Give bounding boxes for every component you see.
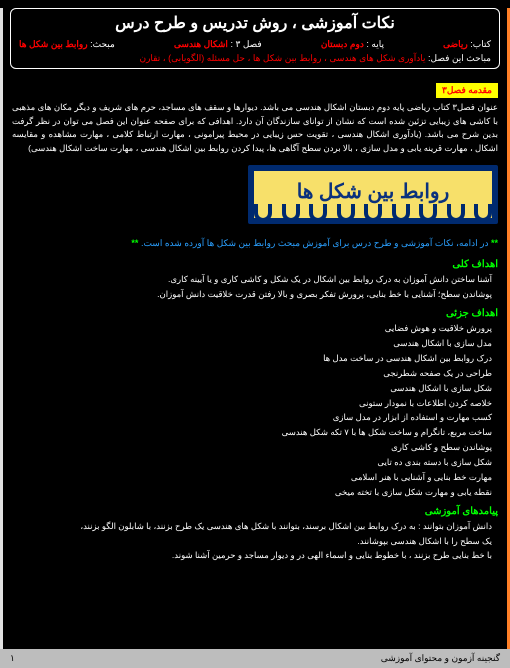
highlight-stars-close: **	[131, 238, 138, 248]
goals-detailed-list: پرورش خلاقیت و هوش فضایی مدل سازی با اشک…	[0, 321, 510, 500]
list-item: شکل سازی با اشکال هندسی	[18, 381, 492, 396]
footer-right: گنجینه آزمون و محتوای آموزشی	[381, 653, 500, 664]
highlight-line: ** در ادامه، نکات آموزشی و طرح درس برای …	[0, 234, 510, 253]
goals-general-list: آشنا ساختن دانش آموزان به درک روابط بین …	[0, 272, 510, 302]
list-item: دانش آموزان بتوانند : به درک روابط بین ا…	[18, 519, 492, 534]
footer-page-number: ۱	[10, 653, 15, 664]
banner-scallop	[254, 204, 492, 218]
grade-val: دوم دبستان	[321, 39, 364, 49]
topics-line-val: یادآوری شکل های هندسی ، روابط بین شکل ها…	[139, 53, 425, 63]
topic-label: مبحث:	[90, 39, 115, 49]
topics-line-label: مباحث این فصل:	[428, 53, 491, 63]
book-label: کتاب:	[470, 39, 491, 49]
list-item: خلاصه کردن اطلاعات با نمودار ستونی	[18, 396, 492, 411]
banner-wrap: روابط بین شکل ها	[248, 165, 498, 224]
chapter-val: اشکال هندسی	[174, 39, 228, 49]
goals-detailed-heading: اهداف جزئی	[0, 302, 510, 321]
intro-paragraph: عنوان فصل۳ کتاب ریاضی پایه دوم دبستان اش…	[0, 101, 510, 155]
list-item: با خط بنایی طرح بزنند ، با خطوط بنایی و …	[18, 548, 492, 563]
intro-label: مقدمه فصل۳	[436, 83, 498, 98]
list-item: کسب مهارت و استفاده از ابزار در مدل سازی	[18, 410, 492, 425]
meta-row-1: کتاب: ریاضی پایه : دوم دبستان فصل ۳ : اش…	[19, 39, 491, 50]
highlight-text: در ادامه، نکات آموزشی و طرح درس برای آمو…	[141, 238, 489, 248]
topic-val: روابط بین شکل ها	[19, 39, 88, 49]
highlight-stars-open: **	[491, 238, 498, 248]
list-item: درک روابط بین اشکال هندسی در ساخت مدل ها	[18, 351, 492, 366]
goals-general-heading: اهداف کلی	[0, 253, 510, 272]
list-item: نقطه یابی و مهارت شکل سازی با تخته میخی	[18, 485, 492, 500]
main-title: نکات آموزشی ، روش تدریس و طرح درس	[19, 13, 491, 33]
list-item: پوشاندن سطح؛ آشنایی با خط بنایی، پرورش ت…	[18, 287, 492, 302]
list-item: آشنا ساختن دانش آموزان به درک روابط بین …	[18, 272, 492, 287]
list-item: ساخت مربع، تانگرام و ساخت شکل ها با ۷ تک…	[18, 425, 492, 440]
outcomes-list: دانش آموزان بتوانند : به درک روابط بین ا…	[0, 519, 510, 564]
list-item: شکل سازی با دسته بندی ده تایی	[18, 455, 492, 470]
list-item: پرورش خلاقیت و هوش فضایی	[18, 321, 492, 336]
header-box: نکات آموزشی ، روش تدریس و طرح درس کتاب: …	[10, 8, 500, 69]
chapter-label: فصل ۳ :	[230, 39, 261, 49]
list-item: یک سطح را با اشکال هندسی بپوشانند.	[18, 534, 492, 549]
outcomes-heading: پیامدهای آموزشی	[0, 500, 510, 519]
book-val: ریاضی	[443, 39, 468, 49]
list-item: مدل سازی با اشکال هندسی	[18, 336, 492, 351]
grade-label: پایه :	[366, 39, 384, 49]
side-accent-left	[0, 8, 3, 668]
list-item: مهارت خط بنایی و آشنایی با هنر اسلامی	[18, 470, 492, 485]
list-item: طراحی در یک صفحه شطرنجی	[18, 366, 492, 381]
banner-text: روابط بین شکل ها	[297, 181, 450, 203]
footer: گنجینه آزمون و محتوای آموزشی ۱	[0, 649, 510, 668]
list-item: پوشاندن سطح و کاشی کاری	[18, 440, 492, 455]
topics-line: مباحث این فصل: یادآوری شکل های هندسی ، ر…	[19, 53, 491, 64]
